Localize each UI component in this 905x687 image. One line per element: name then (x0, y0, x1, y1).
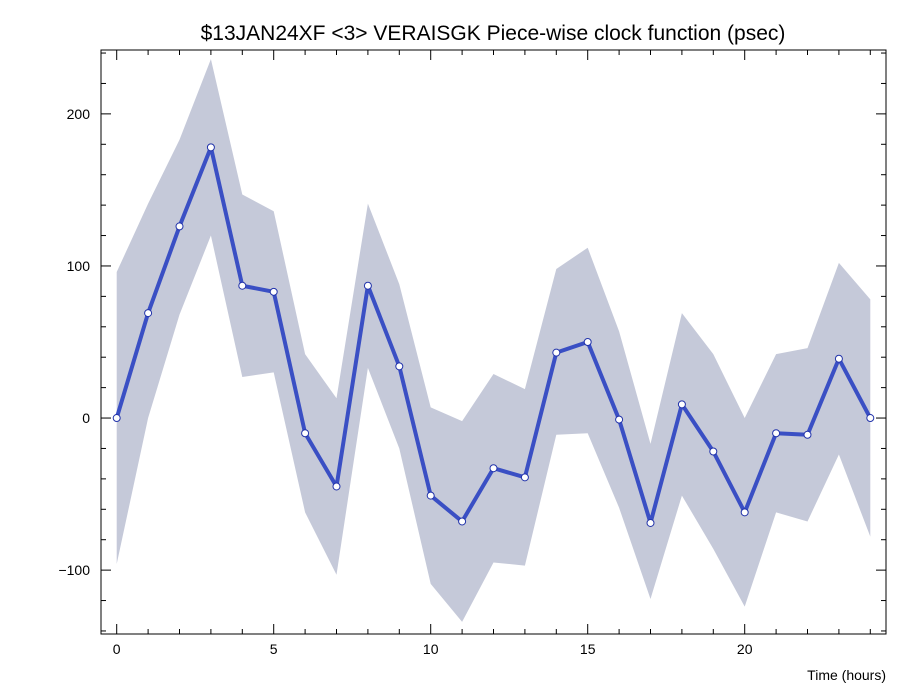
chart-title: $13JAN24XF <3> VERAISGK Piece-wise clock… (201, 22, 786, 45)
y-tick-label: 100 (67, 258, 91, 274)
data-point (772, 429, 781, 438)
data-point (646, 518, 655, 527)
data-point (332, 482, 341, 491)
x-axis-label: Time (hours) (807, 667, 886, 683)
data-point (552, 348, 561, 357)
data-point (363, 281, 372, 290)
y-tick-labels: −100 0 100 200 (58, 106, 90, 578)
x-tick-label: 5 (270, 641, 278, 657)
data-point (112, 414, 121, 423)
y-tick-label: 200 (67, 106, 91, 122)
data-point (458, 517, 467, 526)
uncertainty-band-layer (116, 59, 871, 622)
x-tick-label: 10 (423, 641, 439, 657)
data-point-layer (112, 143, 875, 527)
data-point (238, 281, 247, 290)
data-point (583, 338, 592, 346)
data-point (489, 464, 498, 473)
data-point (144, 309, 153, 318)
uncertainty-band (116, 59, 871, 622)
data-point (803, 430, 812, 439)
axis-ticks (101, 50, 886, 634)
data-point (301, 429, 310, 438)
data-point (615, 415, 624, 424)
data-point (175, 222, 184, 231)
x-tick-label: 20 (737, 641, 753, 657)
data-point (677, 400, 686, 409)
x-tick-label: 0 (113, 641, 121, 657)
x-tick-labels: 0 5 10 15 20 (113, 641, 753, 657)
data-point (709, 447, 718, 456)
x-tick-label: 15 (580, 641, 596, 657)
y-tick-label: −100 (58, 562, 90, 578)
data-point (426, 491, 435, 500)
data-point (269, 287, 278, 296)
data-point (834, 354, 843, 363)
data-point (395, 362, 404, 371)
data-point (206, 143, 215, 152)
data-point (866, 414, 875, 423)
data-point (520, 473, 529, 482)
data-point (740, 508, 749, 517)
y-tick-label: 0 (82, 410, 90, 426)
